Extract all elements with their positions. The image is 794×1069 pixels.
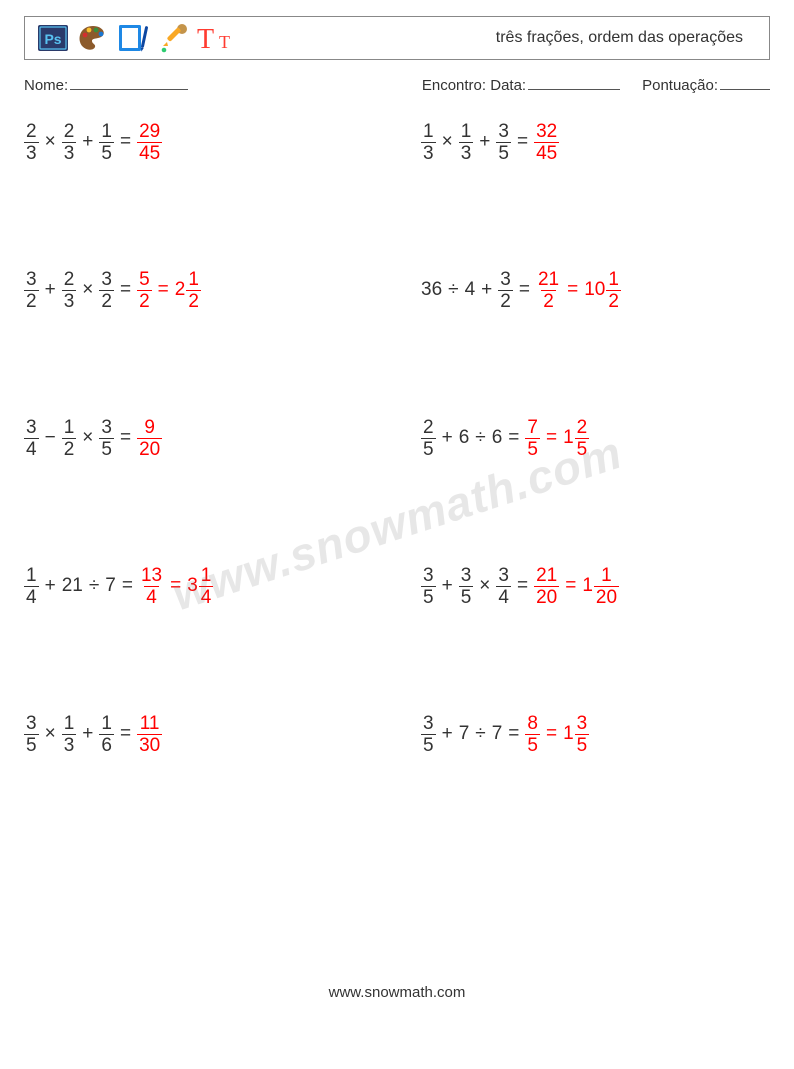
score-label: Pontuação: — [642, 77, 718, 94]
palette-icon — [75, 22, 111, 54]
name-label: Nome: — [24, 77, 68, 94]
problem-6: 25+6÷6=75=125 — [401, 414, 770, 462]
answer: 920 — [137, 418, 162, 459]
answer: 52=212 — [137, 270, 201, 311]
encounter-label: Encontro: Data: — [422, 77, 526, 94]
svg-text:T: T — [197, 24, 214, 54]
score-blank[interactable] — [720, 76, 770, 90]
problems-grid: 23×23+15=294513×13+35=3245 32+23×32=52=21… — [24, 118, 770, 758]
photoshop-icon: Ps — [37, 22, 69, 54]
header-title: três frações, ordem das operações — [496, 29, 757, 47]
icon-row: Ps T T — [37, 22, 239, 54]
svg-text:Ps: Ps — [44, 31, 61, 47]
answer: 2120=1120 — [534, 566, 619, 607]
footer-link[interactable]: www.snowmath.com — [0, 984, 794, 1001]
answer: 85=135 — [525, 714, 589, 755]
answer: 3245 — [534, 122, 559, 163]
problem-8: 35+35×34=2120=1120 — [401, 562, 770, 610]
problem-4: 36÷4+32=212=1012 — [401, 266, 770, 314]
meta-name: Nome: — [24, 76, 188, 94]
name-blank[interactable] — [70, 76, 188, 90]
tablet-icon — [117, 22, 153, 54]
answer: 212=1012 — [536, 270, 621, 311]
problem-9: 35×13+16=1130 — [24, 710, 393, 758]
answer: 1130 — [137, 714, 162, 755]
problem-2: 13×13+35=3245 — [401, 118, 770, 166]
answer: 2945 — [137, 122, 162, 163]
problem-1: 23×23+15=2945 — [24, 118, 393, 166]
problem-10: 35+7÷7=85=135 — [401, 710, 770, 758]
answer: 75=125 — [525, 418, 589, 459]
header-box: Ps T T três frações, ordem — [24, 16, 770, 60]
problem-7: 14+21÷7=134=314 — [24, 562, 393, 610]
problem-5: 34−12×35=920 — [24, 414, 393, 462]
answer: 134=314 — [139, 566, 213, 607]
meta-row: Nome: Encontro: Data: Pontuação: — [24, 76, 770, 94]
date-blank[interactable] — [528, 76, 620, 90]
text-icon: T T — [195, 22, 239, 54]
eyedropper-icon — [159, 22, 189, 54]
meta-right: Encontro: Data: Pontuação: — [422, 76, 770, 94]
svg-text:T: T — [219, 32, 230, 52]
problem-3: 32+23×32=52=212 — [24, 266, 393, 314]
